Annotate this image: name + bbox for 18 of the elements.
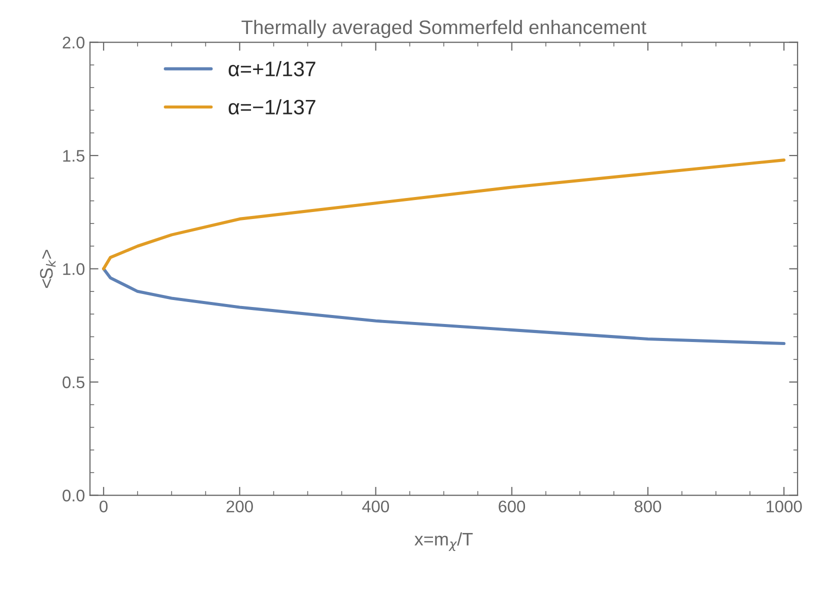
- chart-title: Thermally averaged Sommerfeld enhancement: [242, 20, 646, 38]
- line-series: [102, 267, 786, 346]
- legend-label: α=−1/137: [228, 99, 316, 115]
- y-tick-label: 1.5: [63, 150, 84, 162]
- line-series: [102, 158, 786, 270]
- x-axis-title: x=m$_{χ}$/T: [414, 532, 473, 552]
- x-tick-label: 0: [100, 500, 108, 512]
- x-tick-label: 1000: [766, 500, 802, 512]
- y-tick-label: 1.0: [63, 263, 84, 275]
- legend-label: α=+1/137: [228, 61, 316, 76]
- y-tick-label: 0.5: [62, 376, 84, 388]
- x-tick-label: 400: [362, 500, 389, 512]
- x-tick-label: 800: [634, 500, 662, 512]
- y-tick-label: 0.0: [62, 490, 84, 502]
- y-tick-label: 2.0: [62, 36, 84, 48]
- x-tick-label: 200: [226, 500, 253, 512]
- x-tick-label: 600: [498, 500, 526, 512]
- y-axis-title: <S$_{k}$>: [40, 250, 56, 288]
